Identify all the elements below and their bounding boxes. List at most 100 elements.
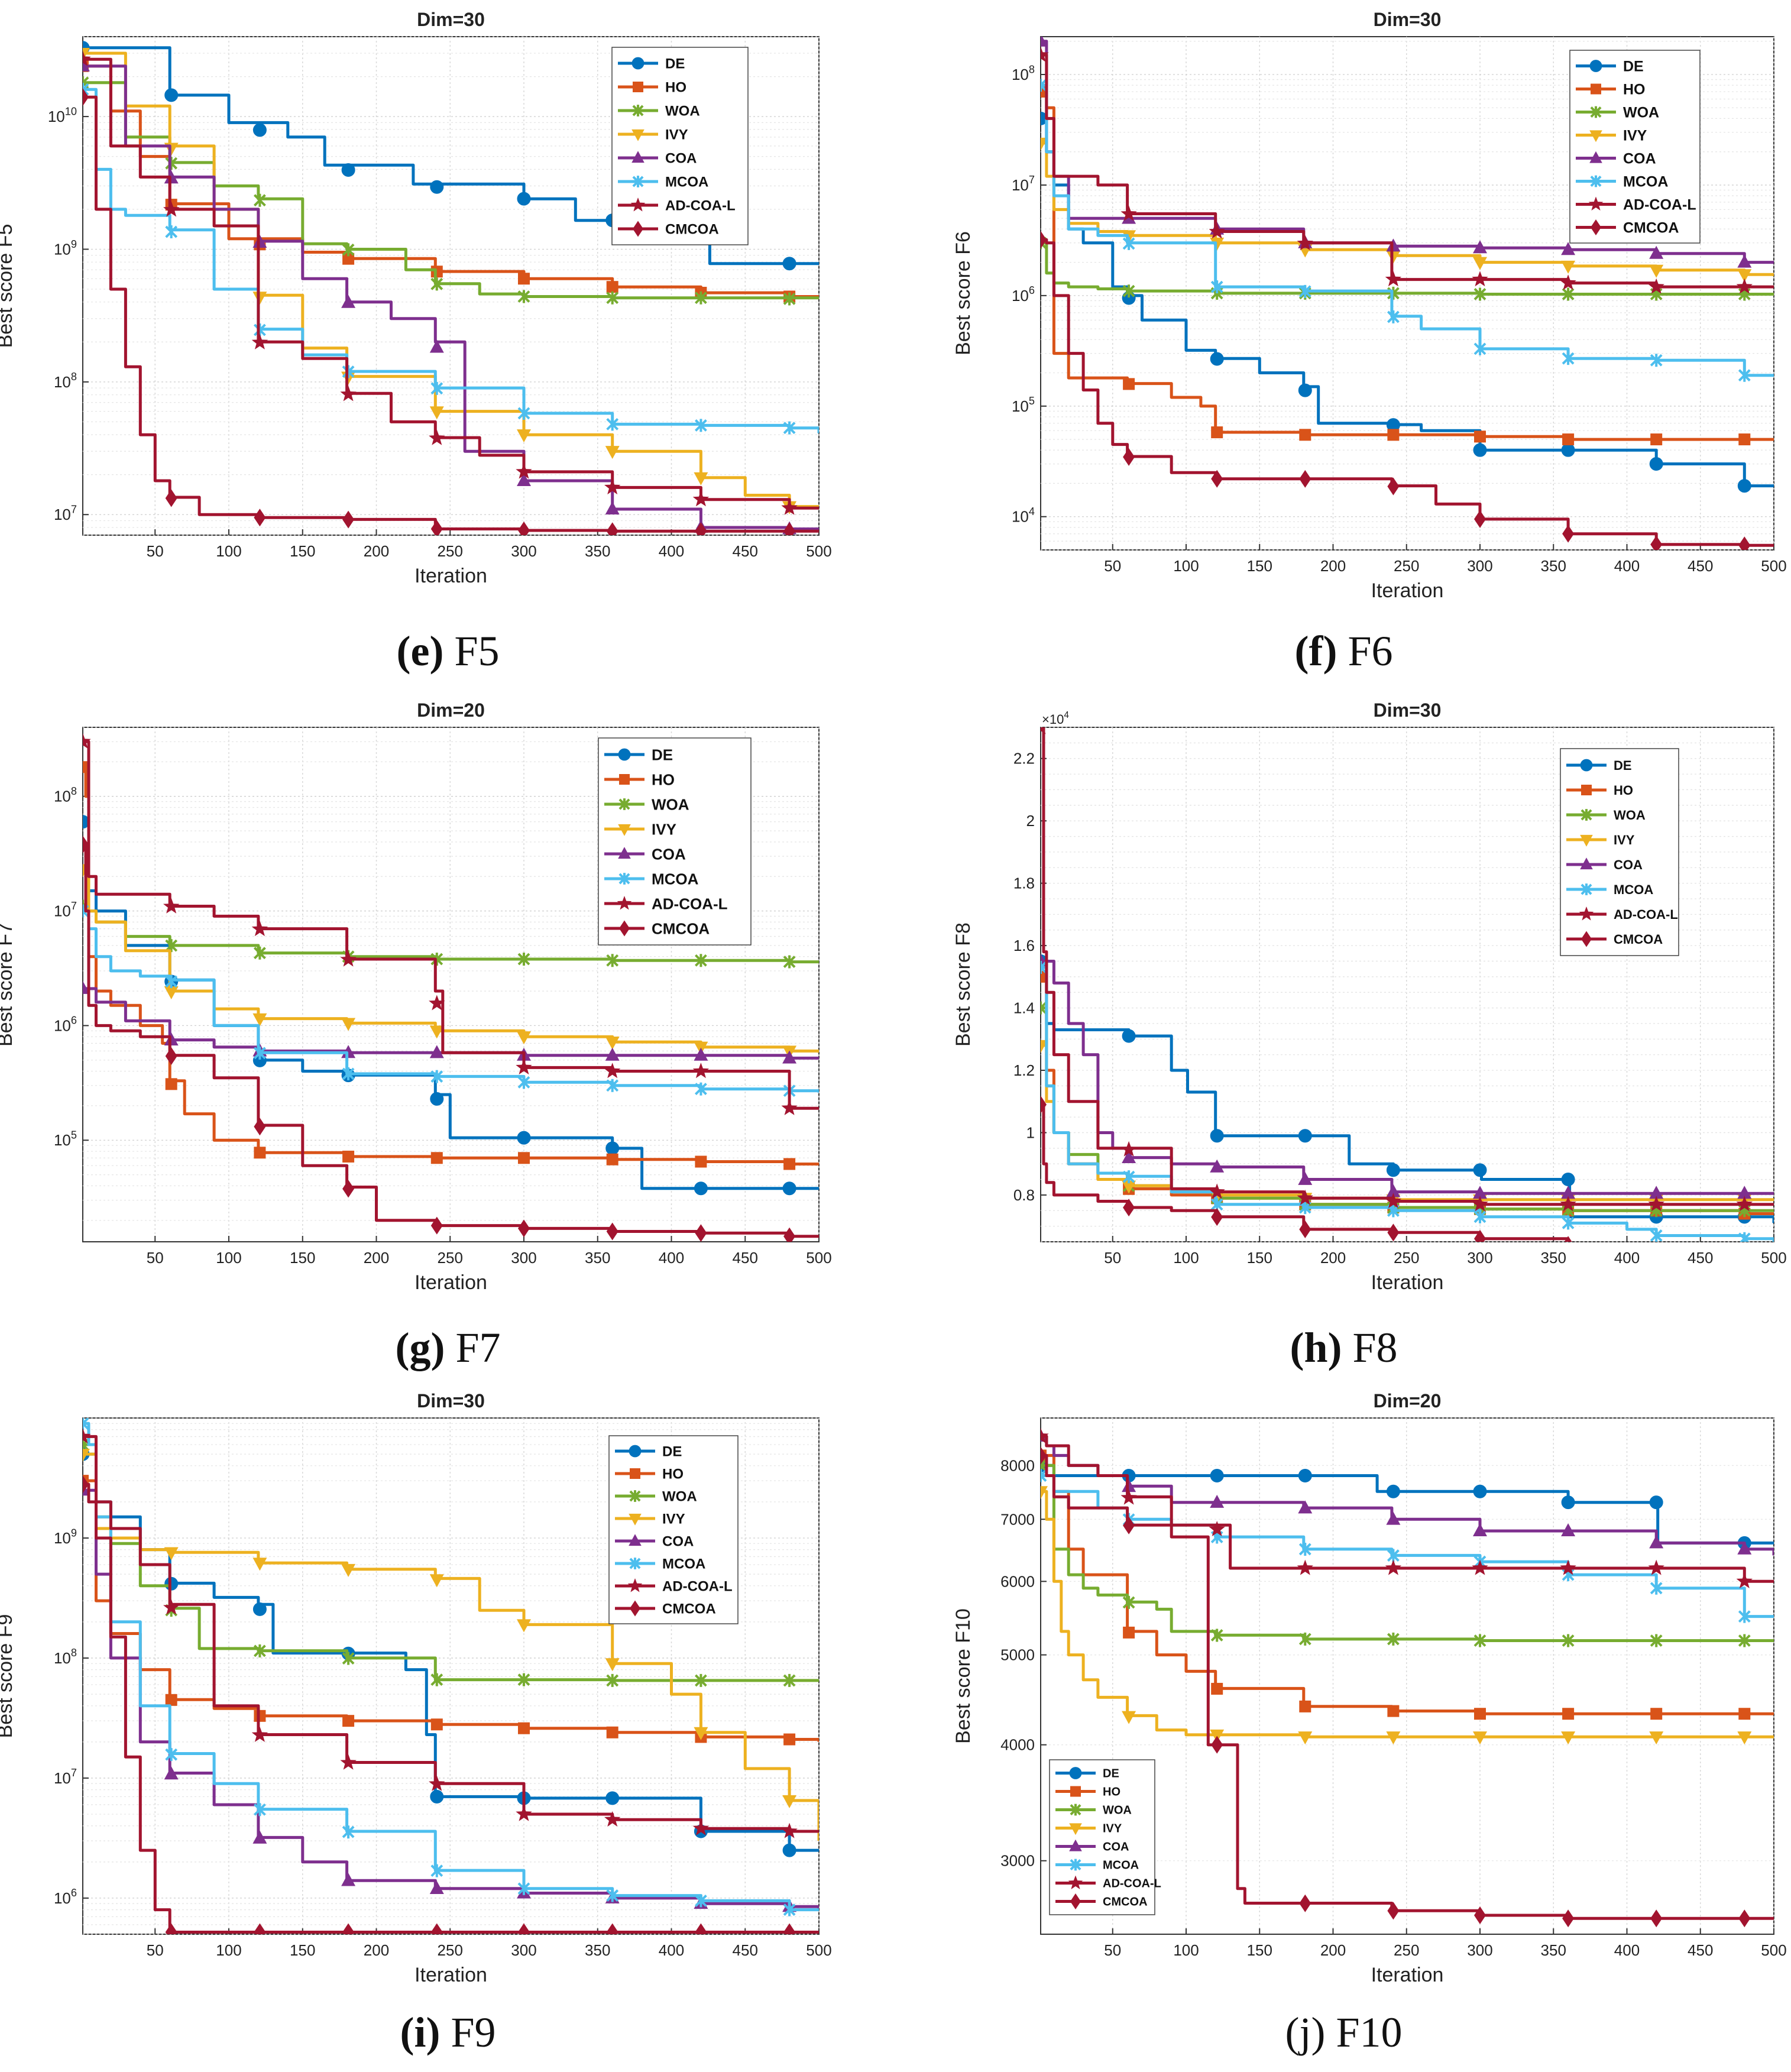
legend-label-cmcoa: CMCOA xyxy=(665,222,719,238)
legend-marker-woa xyxy=(632,105,644,116)
marker-mcoa xyxy=(694,419,707,432)
legend-marker-coa xyxy=(1069,1839,1082,1851)
marker-ho xyxy=(165,1694,177,1706)
series-line-mcoa xyxy=(83,1422,819,1912)
legend-label-ivy: IVY xyxy=(665,127,688,143)
marker-ho xyxy=(1299,429,1311,441)
marker-ivy xyxy=(164,986,179,1000)
legend-label-de: DE xyxy=(1623,59,1644,75)
series-line-ad-coa-l xyxy=(83,57,819,510)
marker-cmcoa xyxy=(1211,1736,1223,1754)
f7-x-axis-label: Iteration xyxy=(414,1271,487,1294)
marker-mcoa xyxy=(83,83,89,96)
marker-ad-coa-l xyxy=(1120,1141,1137,1157)
f7-x-tick-label: 400 xyxy=(659,1249,684,1267)
marker-mcoa xyxy=(517,1076,530,1089)
series-line-woa xyxy=(83,81,819,300)
f10-x-axis-label: Iteration xyxy=(1371,1964,1444,1986)
f8-x-tick-label: 450 xyxy=(1688,1249,1713,1267)
legend-label-woa: WOA xyxy=(1623,105,1659,121)
marker-ad-coa-l xyxy=(1736,1572,1753,1588)
f7-legend-box xyxy=(598,737,752,946)
marker-mcoa xyxy=(517,1882,530,1895)
marker-cmcoa xyxy=(1123,1516,1135,1534)
marker-cmcoa xyxy=(254,1118,266,1136)
marker-ho xyxy=(342,1715,355,1727)
marker-ad-coa-l xyxy=(1648,1559,1664,1575)
marker-ho xyxy=(783,1733,796,1746)
f5-y-tick-label: 109 xyxy=(54,238,77,258)
marker-woa xyxy=(694,954,707,967)
f8-y-exponent: ×104 xyxy=(1042,710,1069,727)
marker-cmcoa xyxy=(1738,1245,1750,1263)
marker-de xyxy=(1561,1495,1575,1510)
marker-ad-coa-l xyxy=(251,334,268,349)
legend-label-mcoa: MCOA xyxy=(1614,882,1653,897)
marker-cmcoa xyxy=(1211,1208,1223,1226)
chart-f10-svg: 50 100 150 200 250 300 350 400 450 500 3000 4000 500… xyxy=(952,1390,1787,1986)
legend-marker-ivy xyxy=(618,824,631,836)
marker-cmcoa xyxy=(783,522,796,535)
marker-mcoa xyxy=(783,1903,796,1916)
marker-cmcoa xyxy=(1041,1446,1047,1465)
marker-de xyxy=(1561,1173,1575,1187)
marker-mcoa xyxy=(1738,368,1751,382)
marker-coa xyxy=(1737,1186,1752,1199)
f7-x-tick-label: 150 xyxy=(290,1249,315,1267)
marker-woa xyxy=(1122,1595,1135,1609)
marker-cmcoa xyxy=(1562,1909,1575,1928)
marker-woa xyxy=(253,193,266,207)
marker-mcoa xyxy=(1298,1542,1311,1556)
legend-marker-mcoa xyxy=(629,1558,641,1569)
marker-woa xyxy=(1387,1632,1400,1646)
marker-coa xyxy=(1561,1523,1576,1537)
marker-ho xyxy=(1041,970,1047,983)
marker-cmcoa xyxy=(1738,1909,1751,1928)
marker-coa xyxy=(341,294,356,308)
f10-y-tick-label: 8000 xyxy=(1000,1456,1035,1474)
marker-ivy xyxy=(341,1018,356,1031)
marker-ho xyxy=(1738,433,1751,446)
marker-coa xyxy=(429,1880,444,1894)
marker-ivy xyxy=(605,1658,620,1672)
marker-cmcoa xyxy=(1123,448,1135,466)
marker-coa xyxy=(83,980,90,994)
marker-ho xyxy=(606,281,618,293)
legend-marker-ad-coa-l xyxy=(627,1578,643,1592)
marker-ad-coa-l xyxy=(604,1063,621,1079)
legend-marker-cmcoa xyxy=(1591,219,1601,235)
marker-ho xyxy=(430,1718,443,1731)
caption-f8-name: F8 xyxy=(1352,1324,1398,1371)
f10-x-tick-label: 100 xyxy=(1173,1941,1199,1959)
marker-ivy xyxy=(341,1563,356,1577)
marker-ivy xyxy=(1386,1731,1401,1745)
marker-mcoa xyxy=(517,406,530,420)
f9-y-axis-label: Best score F9 xyxy=(0,1614,17,1738)
marker-de xyxy=(782,257,796,271)
marker-de xyxy=(430,1789,444,1804)
marker-woa xyxy=(694,291,707,305)
f9-x-axis-label: Iteration xyxy=(414,1964,487,1986)
marker-ad-coa-l xyxy=(1472,1559,1488,1575)
marker-cmcoa xyxy=(342,510,355,529)
legend-marker-ho xyxy=(630,1468,640,1479)
marker-woa xyxy=(1738,1634,1751,1647)
marker-cmcoa xyxy=(518,521,530,535)
marker-woa xyxy=(1473,1634,1486,1647)
marker-cmcoa xyxy=(165,489,177,507)
marker-woa xyxy=(430,1673,443,1686)
marker-ivy xyxy=(1649,264,1664,278)
legend-label-coa: COA xyxy=(1623,151,1656,167)
marker-cmcoa xyxy=(1474,1906,1486,1925)
marker-mcoa xyxy=(165,975,178,988)
marker-coa xyxy=(429,1045,444,1058)
legend-marker-ad-coa-l xyxy=(1588,196,1604,211)
marker-ad-coa-l xyxy=(1385,271,1402,287)
marker-cmcoa xyxy=(1211,470,1223,488)
marker-ad-coa-l xyxy=(692,1820,710,1835)
f6-y-tick-label: 108 xyxy=(1012,63,1035,83)
f7-y-axis-label: Best score F7 xyxy=(0,922,17,1047)
legend-marker-ho xyxy=(1070,1786,1081,1797)
marker-ho xyxy=(1123,378,1135,390)
legend-marker-ad-coa-l xyxy=(1068,1875,1083,1889)
